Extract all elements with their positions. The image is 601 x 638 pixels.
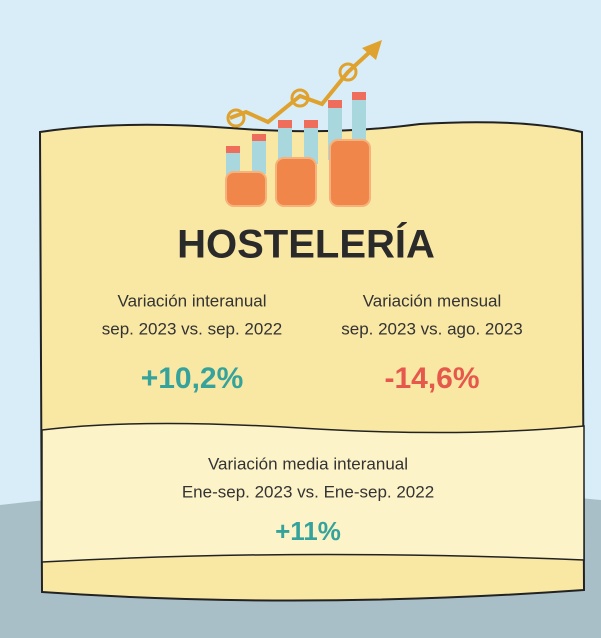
indicator-value: +11% — [275, 516, 341, 546]
indicator-period: sep. 2023 vs. ago. 2023 — [341, 319, 522, 338]
indicator-label: Variación media interanual — [208, 454, 408, 473]
indicator-value: -14,6% — [384, 362, 479, 395]
indicator-value: +10,2% — [141, 362, 244, 395]
indicator-label: Variación interanual — [118, 291, 267, 310]
infographic: HOSTELERÍA Variación interanual sep. 202… — [0, 0, 601, 638]
page: HOSTELERÍA Variación interanual sep. 202… — [0, 0, 601, 638]
indicator-period: sep. 2023 vs. sep. 2022 — [102, 319, 283, 338]
indicator-period: Ene-sep. 2023 vs. Ene-sep. 2022 — [182, 482, 434, 501]
title: HOSTELERÍA — [177, 222, 435, 267]
indicator-label: Variación mensual — [363, 291, 502, 310]
